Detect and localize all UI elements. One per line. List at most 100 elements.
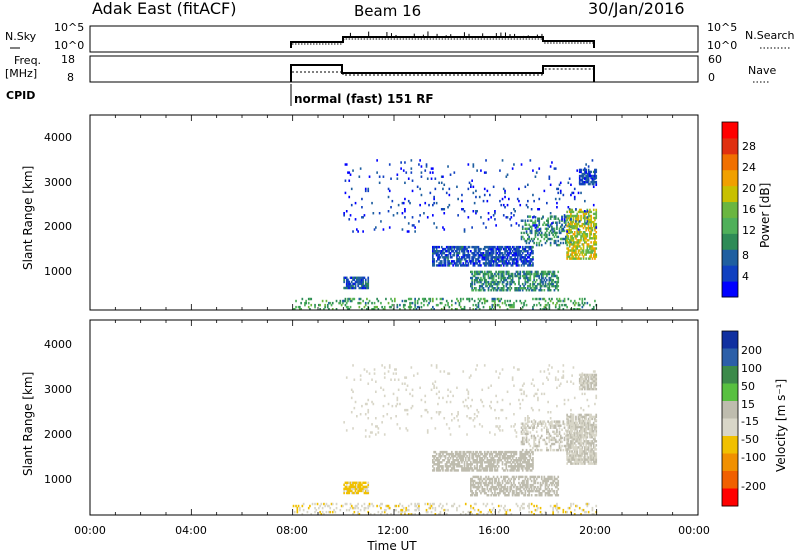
data-cell xyxy=(520,392,523,396)
data-cell xyxy=(364,301,367,305)
data-cell xyxy=(478,262,481,265)
data-cell xyxy=(307,301,310,305)
data-cell xyxy=(350,286,353,290)
data-cell xyxy=(585,168,587,172)
data-cell xyxy=(585,377,587,381)
data-cell xyxy=(513,469,515,472)
data-cell xyxy=(410,513,413,516)
data-cell xyxy=(486,284,489,288)
data-cell xyxy=(529,483,532,487)
data-cell xyxy=(573,452,576,455)
data-cell xyxy=(496,483,499,487)
data-cell xyxy=(449,457,452,460)
data-cell xyxy=(567,417,570,420)
data-cell xyxy=(547,219,549,222)
data-cell xyxy=(562,370,565,373)
data-cell xyxy=(513,475,515,479)
data-cell xyxy=(518,272,520,276)
data-cell xyxy=(565,235,567,239)
data-cell xyxy=(518,469,520,472)
data-cell xyxy=(539,436,542,440)
data-cell xyxy=(500,287,503,290)
data-cell xyxy=(502,489,505,493)
data-cell xyxy=(549,424,552,427)
data-cell xyxy=(481,254,484,257)
data-cell xyxy=(568,460,571,463)
data-cell xyxy=(523,452,525,456)
data-cell xyxy=(566,253,568,256)
data-cell xyxy=(301,513,304,516)
data-cell xyxy=(582,172,585,176)
data-cell xyxy=(587,383,590,387)
data-cell xyxy=(339,301,342,305)
data-cell xyxy=(580,178,582,182)
data-cell xyxy=(525,481,528,485)
data-cell xyxy=(509,305,511,309)
data-cell xyxy=(521,225,524,229)
data-cell xyxy=(551,225,553,229)
data-cell xyxy=(373,368,376,371)
data-cell xyxy=(299,305,301,309)
data-cell xyxy=(594,454,596,457)
data-cell xyxy=(437,256,439,259)
data-cell xyxy=(494,301,496,305)
data-cell xyxy=(577,255,580,258)
data-cell xyxy=(505,463,508,466)
data-cell xyxy=(515,274,518,278)
data-cell xyxy=(359,413,362,416)
data-cell xyxy=(570,431,572,434)
data-cell xyxy=(504,276,506,280)
data-cell xyxy=(558,231,561,235)
data-cell xyxy=(520,219,523,222)
data-cell xyxy=(554,432,557,436)
data-cell xyxy=(404,210,406,213)
data-cell xyxy=(514,289,516,292)
data-cell xyxy=(594,460,596,463)
data-cell xyxy=(352,282,354,286)
data-cell xyxy=(584,182,586,186)
data-cell xyxy=(411,388,414,392)
data-cell xyxy=(572,421,575,425)
data-cell xyxy=(487,461,490,464)
data-cell xyxy=(500,450,503,454)
data-cell xyxy=(590,174,592,178)
data-cell xyxy=(367,485,370,489)
data-cell xyxy=(518,252,520,255)
data-cell xyxy=(572,419,575,423)
data-cell xyxy=(364,303,367,307)
data-cell xyxy=(513,450,515,454)
data-cell xyxy=(451,419,453,422)
data-cell xyxy=(483,264,486,267)
data-cell xyxy=(430,388,433,392)
data-cell xyxy=(508,270,510,274)
data-cell xyxy=(443,508,446,512)
data-cell xyxy=(567,423,570,427)
data-cell xyxy=(516,465,519,468)
data-cell xyxy=(538,241,541,245)
data-cell xyxy=(568,436,571,439)
data-cell xyxy=(554,440,557,444)
data-cell xyxy=(506,487,509,491)
colorbar-swatch xyxy=(722,249,738,266)
data-cell xyxy=(502,214,505,217)
data-cell xyxy=(472,303,475,307)
data-cell xyxy=(472,258,475,261)
data-cell xyxy=(594,417,596,421)
data-cell xyxy=(587,377,590,381)
data-cell xyxy=(477,487,480,491)
data-cell xyxy=(490,461,492,464)
data-cell xyxy=(494,467,496,470)
data-cell xyxy=(548,280,551,284)
data-cell xyxy=(453,459,456,462)
data-cell xyxy=(552,221,554,224)
data-cell xyxy=(324,303,326,307)
data-cell xyxy=(535,224,538,227)
data-cell xyxy=(546,233,548,237)
data-cell xyxy=(348,297,351,301)
data-cell xyxy=(472,308,475,311)
data-cell xyxy=(589,255,591,258)
data-cell xyxy=(573,233,576,236)
data-cell xyxy=(547,378,549,381)
data-cell xyxy=(528,289,530,292)
data-cell xyxy=(568,415,571,419)
